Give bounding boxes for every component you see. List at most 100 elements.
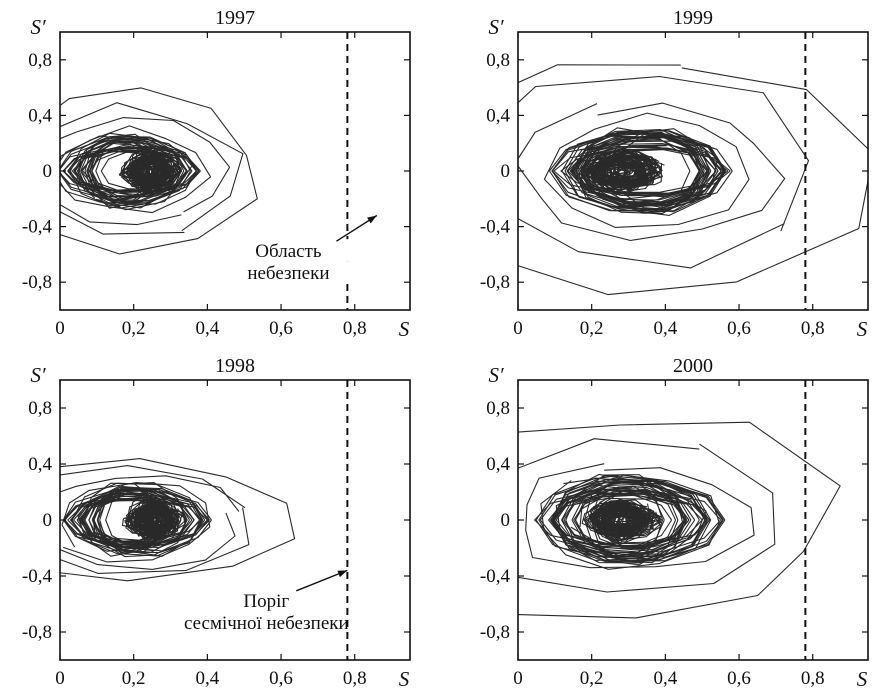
y-tick-label: -0,8: [22, 622, 52, 643]
x-tick-label: 0,2: [580, 668, 604, 689]
x-tick-label: 0,8: [343, 668, 367, 689]
trajectory-loop: [595, 137, 691, 204]
chart-title: 2000: [673, 355, 713, 377]
x-axis-label: S: [399, 667, 410, 691]
x-axis-label: S: [857, 317, 868, 341]
x-tick-label: 0,2: [122, 668, 146, 689]
x-axis-label: S: [857, 667, 868, 691]
chart-panel-1998: 0 0,2 0,4 0,6 0,8 0,8 0,4 0 -0,4 -0,8 1998 S′ S Поріг…: [22, 355, 411, 691]
trajectory-loop: [518, 421, 841, 619]
trajectory-loop: [91, 482, 188, 558]
trajectory-loop: [577, 131, 724, 213]
x-axis-label: S: [399, 317, 410, 341]
trajectory-loop: [549, 482, 726, 558]
x-tick-label: 0,4: [195, 668, 219, 689]
y-tick-label: 0: [43, 510, 53, 531]
annotation-bg: [213, 261, 364, 284]
y-tick-label: -0,4: [22, 217, 53, 238]
y-tick-label: -0,8: [480, 272, 510, 293]
trajectory-loop: [80, 139, 176, 203]
chart-title: 1998: [215, 355, 255, 377]
trajectory-loop: [71, 150, 197, 193]
trajectory-loop: [89, 141, 160, 202]
trajectory-loop: [60, 475, 240, 570]
trajectory-loop: [518, 102, 786, 242]
trajectory-core: [594, 502, 649, 536]
y-axis-label: S′: [488, 363, 504, 387]
trajectory-loop: [69, 132, 185, 207]
x-tick-label: 0,4: [195, 318, 219, 339]
annotation-bg: [191, 588, 342, 611]
trajectory-core: [137, 159, 175, 186]
trajectory-loop: [574, 484, 700, 557]
annotation-text: Поріг: [243, 591, 289, 612]
trajectory-core: [594, 151, 659, 188]
x-tick-label: 0,6: [727, 668, 751, 689]
chart-title: 1999: [673, 7, 713, 29]
trajectory-loop: [60, 87, 258, 255]
trajectory-core: [588, 508, 649, 536]
y-tick-label: -0,8: [22, 272, 52, 293]
y-tick-label: -0,8: [480, 622, 510, 643]
x-tick-label: 0,8: [343, 318, 367, 339]
y-axis-label: S′: [30, 15, 46, 39]
trajectory-loop: [525, 463, 755, 569]
trajectory-core: [141, 505, 164, 534]
trajectory-loop: [80, 485, 202, 554]
trajectory-loop: [582, 139, 702, 204]
trajectory-loop: [518, 438, 776, 593]
x-tick-label: 0,8: [801, 318, 825, 339]
trajectory-group: [60, 458, 296, 582]
y-axis-label: S′: [30, 363, 46, 387]
y-tick-label: -0,4: [480, 566, 511, 587]
trajectory-loop: [561, 493, 690, 545]
trajectory-loop: [84, 486, 204, 557]
trajectory-loop: [60, 465, 250, 574]
x-tick-label: 0: [513, 318, 523, 339]
trajectory-loop: [88, 492, 159, 550]
y-tick-label: 0,8: [486, 50, 510, 71]
trajectory-core: [598, 163, 629, 182]
chart-panel-1999: 0 0,2 0,4 0,6 0,8 0,8 0,4 0 -0,4 -0,8 1999 S′ S: [480, 7, 869, 341]
annotation-text: сесмічної небезпеки: [184, 613, 349, 634]
trajectory-core: [608, 151, 643, 185]
y-tick-label: 0,4: [28, 454, 52, 475]
y-tick-label: 0: [501, 161, 511, 182]
annotation-text: Область: [255, 241, 322, 262]
x-tick-label: 0,2: [580, 318, 604, 339]
trajectory-core: [120, 155, 172, 188]
trajectory-loop: [78, 133, 166, 204]
plot-frame: [517, 379, 869, 661]
x-tick-label: 0,8: [801, 668, 825, 689]
trajectory-loop: [543, 112, 750, 228]
x-tick-label: 0,4: [653, 318, 677, 339]
x-tick-label: 0: [513, 668, 523, 689]
trajectory-loop: [560, 148, 731, 194]
trajectory-loop: [96, 489, 167, 554]
trajectory-loop: [60, 102, 244, 235]
y-tick-label: 0,4: [28, 105, 52, 126]
y-tick-label: 0,4: [486, 105, 510, 126]
trajectory-loop: [583, 133, 710, 208]
y-tick-label: -0,4: [480, 217, 511, 238]
x-tick-label: 0,6: [269, 668, 293, 689]
trajectory-loop: [73, 495, 211, 546]
chart-title: 1997: [215, 7, 255, 29]
x-tick-label: 0: [55, 318, 65, 339]
trajectory-loop: [535, 477, 709, 561]
trajectory-group: [518, 421, 841, 619]
annotation-text: небезпеки: [247, 263, 329, 284]
trajectory-group: [518, 64, 868, 296]
trajectory-loop: [73, 135, 191, 204]
trajectory-loop: [84, 136, 158, 209]
x-tick-label: 0,6: [727, 318, 751, 339]
trajectory-loop: [561, 130, 727, 216]
trajectory-loop: [74, 146, 188, 198]
trajectory-loop: [60, 458, 296, 582]
y-tick-label: 0,8: [486, 398, 510, 419]
arrow-head-icon: [337, 570, 348, 578]
trajectory-core: [601, 505, 640, 530]
x-tick-label: 0,6: [269, 318, 293, 339]
trajectory-core: [127, 168, 157, 180]
